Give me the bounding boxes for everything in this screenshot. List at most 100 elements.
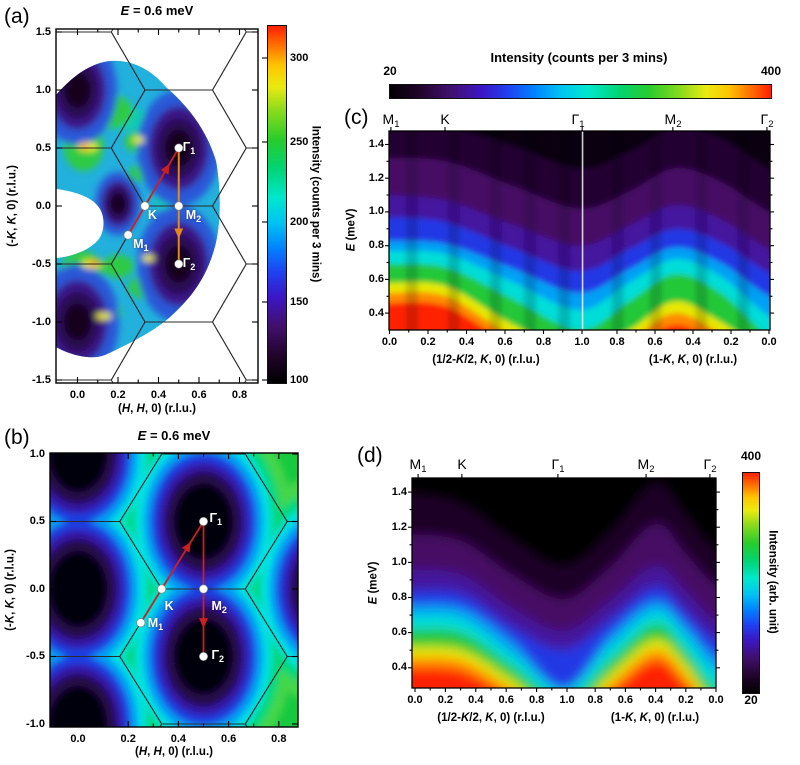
panel-b-xtick: 0.4 (170, 733, 187, 745)
panel-a-colorbar-label: Intensity (counts per 3 mins) (309, 125, 322, 283)
panel-b-point-M1 (136, 618, 146, 628)
panel-c-sym-label-3: M2 (664, 111, 682, 130)
panel-c-xtick: 0.2 (420, 336, 436, 348)
panel-b-ytick: -0.5 (26, 650, 45, 662)
panel-c-sym-label-0: M1 (382, 111, 400, 130)
panel-d-letter: (d) (357, 444, 383, 467)
panel-b-ytick: 1.0 (29, 447, 45, 460)
panel-a-xaxis-label: (H, H, 0) (r.l.u.) (118, 403, 196, 415)
panel-b-point-label-M2: M2 (211, 599, 227, 615)
panel-d-sym-label-1: K (457, 456, 467, 472)
panel-c-xaxis-label-left: (1/2-K/2, K, 0) (r.l.u.) (432, 354, 540, 366)
panel-d-xtick: 0.0 (708, 694, 724, 706)
panel-a-cbtick: 250 (290, 135, 309, 148)
panel-a-xtick: 0.2 (110, 389, 126, 401)
panel-b-point-label-M1: M1 (147, 615, 164, 632)
panel-d-sym-label-3: M2 (637, 456, 655, 475)
panel-c-xtick: 0.0 (761, 336, 777, 348)
panel-d-ytick: 1.2 (391, 520, 407, 533)
panel-b-point-label-G2: Γ2 (211, 647, 225, 664)
panel-d-ytick: 1.4 (391, 485, 407, 498)
panel-d-ytick: 1.0 (391, 555, 407, 568)
panel-c-ytick: 0.4 (368, 306, 384, 319)
panel-b-xtick: 0.2 (120, 733, 136, 745)
panel-c-xtick: 0.6 (647, 336, 663, 348)
panel-c-xtick: 0.4 (685, 336, 701, 348)
panel-d-xtick: 0.2 (678, 694, 694, 706)
panel-c-ytick: 1.2 (368, 171, 384, 184)
panel-d-xtick: 0.8 (528, 694, 545, 706)
panel-c-xtick: 0.6 (497, 336, 513, 348)
panel-c-xtick: 0.8 (609, 336, 625, 348)
panel-d-ytick: 0.8 (391, 591, 407, 603)
panel-c-xtick: 0.2 (723, 336, 739, 348)
panel-b-xtick: 0.0 (70, 733, 86, 745)
panel-b-ytick: -1.0 (26, 717, 45, 730)
panel-b-point-G2 (199, 652, 209, 662)
panel-a-point-label-M2: M2 (185, 208, 202, 224)
panel-c-ytick: 1.4 (368, 138, 384, 150)
panel-a-ytick: 1.0 (35, 83, 51, 96)
panel-a-point-label-M1: M1 (133, 237, 149, 253)
panel-d-xtick: 0.2 (437, 694, 454, 706)
panel-a-point-label-G1: Γ1 (182, 140, 196, 156)
panel-a-xtick: 0.0 (69, 389, 86, 401)
panel-a-letter: (a) (4, 5, 30, 28)
panel-c-xaxis-label-right: (1-K, K, 0) (r.l.u.) (648, 354, 738, 366)
panel-b-xtick: 0.6 (220, 733, 237, 745)
panel-a-zone-grid (56, 29, 258, 383)
panel-b-xaxis-label: (H, H, 0) (r.l.u.) (135, 746, 213, 758)
panel-d-xaxis-label-right: (1-K, K, 0) (r.l.u.) (610, 712, 700, 724)
panel-a-point-M1 (123, 230, 133, 240)
panel-d-xtick: 0.6 (498, 694, 514, 706)
panel-d-xtick: 0.0 (407, 694, 423, 706)
panel-b-ytick: 0.5 (29, 515, 45, 527)
panel-a-xtick: 0.8 (231, 389, 248, 401)
panel-a-cbtick: 200 (290, 215, 309, 228)
panel-a-cbtick: 100 (290, 373, 309, 386)
panel-a-point-M2 (174, 201, 184, 211)
panel-a-point-G2 (174, 259, 184, 269)
panel-b-point-K (157, 584, 167, 594)
panel-a-plot (55, 28, 259, 384)
panel-b-point-G1 (199, 517, 209, 527)
panel-a-xtick: 0.6 (191, 389, 207, 401)
panel-b-ytick: 0.0 (29, 582, 45, 595)
panel-a-point-label-G2: Γ2 (182, 256, 196, 272)
panel-a-point-G1 (174, 143, 184, 153)
panel-c-sym-label-1: K (440, 111, 450, 127)
panel-d-xtick: 0.4 (468, 694, 484, 706)
panel-c-colorbar-max: 400 (760, 64, 782, 78)
panel-a-title: E = 0.6 meV (120, 3, 194, 18)
panel-d-colorbar-max: 400 (740, 449, 762, 463)
panel-d-ytick: 0.4 (391, 661, 407, 674)
panel-d-sym-label-2: Γ1 (551, 456, 565, 475)
panel-a-xtick: 0.4 (150, 389, 167, 401)
panel-c-xtick: 1.0 (574, 336, 590, 348)
panel-c-colorbar-min: 20 (383, 64, 397, 78)
panel-d-ytick: 0.6 (391, 626, 407, 639)
panel-a-point-K (140, 201, 150, 211)
panel-a-cbtick: 300 (290, 51, 309, 64)
panel-a-ytick: -1.5 (32, 373, 51, 386)
panel-b-zone-grid (50, 453, 298, 727)
panel-a-ytick: 0.5 (35, 141, 51, 154)
panel-a-cbtick: 150 (290, 295, 309, 308)
panel-b-xtick: 0.8 (271, 733, 287, 745)
panel-b-letter: (b) (4, 426, 30, 449)
panel-c-ytick: 0.6 (368, 272, 384, 285)
panel-d-colorbar-min: 20 (744, 693, 758, 707)
panel-d-xtick: 0.8 (587, 694, 603, 706)
panel-d-sym-label-4: Γ2 (703, 456, 717, 475)
panel-b-point-label-G1: Γ1 (209, 510, 223, 527)
panel-d-plot (408, 474, 720, 692)
panel-c-xtick: 0.4 (458, 336, 475, 348)
panel-b-point-label-K: K (164, 599, 174, 613)
panel-c-xtick: 0.8 (535, 336, 552, 348)
panel-c-ytick: 0.8 (368, 239, 384, 252)
panel-c-ytick: 1.0 (368, 205, 384, 218)
panel-c-colorbar (389, 84, 772, 99)
panel-b-point-M2 (199, 584, 209, 594)
panel-a-point-label-K: K (147, 208, 157, 222)
